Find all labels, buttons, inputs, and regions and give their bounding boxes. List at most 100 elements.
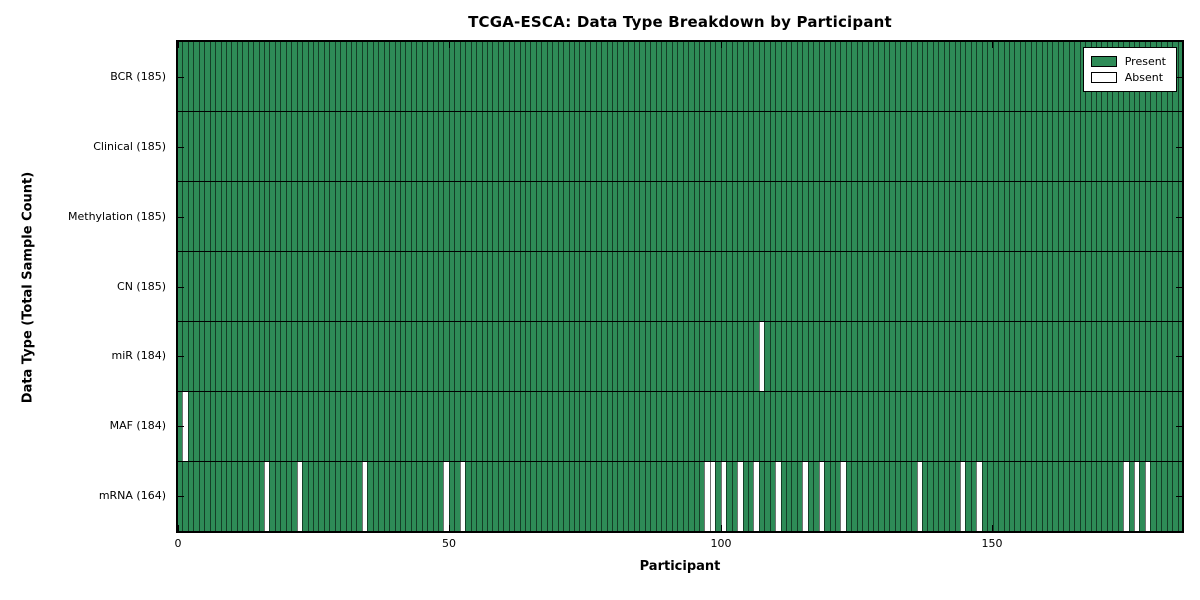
- cell-present: [1095, 322, 1102, 391]
- cell-present: [345, 392, 351, 461]
- cell-present: [764, 112, 770, 181]
- cell-present: [633, 322, 640, 391]
- cell-present: [791, 392, 797, 461]
- cell-present: [1101, 322, 1107, 391]
- cell-present: [628, 42, 634, 111]
- cell-present: [970, 462, 977, 531]
- cell-present: [927, 42, 933, 111]
- cell-present: [1025, 462, 1031, 531]
- cell-present: [340, 252, 346, 321]
- y-tick-label-CN: CN (185): [117, 280, 166, 293]
- cell-present: [193, 42, 199, 111]
- cell-present: [709, 42, 716, 111]
- cell-present: [1112, 112, 1118, 181]
- cell-present: [927, 112, 933, 181]
- matrix-row-Methylation: [178, 182, 1182, 252]
- cell-present: [862, 462, 868, 531]
- cell-present: [476, 112, 482, 181]
- cell-present: [731, 462, 738, 531]
- cell-present: [998, 42, 1004, 111]
- cell-present: [1052, 42, 1058, 111]
- cell-present: [970, 42, 977, 111]
- cell-present: [296, 252, 303, 321]
- cell-present: [829, 462, 835, 531]
- cell-present: [1057, 182, 1064, 251]
- legend-present-label: Present: [1124, 55, 1166, 68]
- cell-present: [726, 112, 732, 181]
- cell-present: [497, 392, 504, 461]
- cell-present: [650, 182, 656, 251]
- cell-present: [753, 322, 759, 391]
- cell-present: [312, 112, 319, 181]
- cell-present: [856, 392, 863, 461]
- cell-present: [514, 252, 520, 321]
- cell-present: [796, 42, 803, 111]
- cell-present: [389, 322, 395, 391]
- cell-present: [655, 42, 661, 111]
- cell-present: [960, 392, 966, 461]
- cell-present: [459, 42, 466, 111]
- cell-present: [438, 42, 444, 111]
- cell-present: [595, 112, 602, 181]
- cell-present: [970, 182, 977, 251]
- cell-present: [302, 392, 308, 461]
- cell-present: [595, 392, 602, 461]
- cell-present: [215, 392, 221, 461]
- x-tick-label: 50: [442, 537, 456, 550]
- cell-present: [1003, 252, 1009, 321]
- cell-present: [704, 182, 710, 251]
- cell-present: [372, 462, 379, 531]
- cell-present: [1063, 182, 1069, 251]
- cell-present: [1085, 322, 1091, 391]
- cell-present: [334, 462, 341, 531]
- cell-present: [992, 322, 999, 391]
- cell-absent: [840, 462, 846, 531]
- cell-present: [204, 322, 210, 391]
- cell-present: [492, 182, 498, 251]
- cell-present: [742, 462, 748, 531]
- cell-present: [1166, 392, 1173, 461]
- cell-present: [514, 392, 520, 461]
- cell-present: [862, 112, 868, 181]
- cell-present: [508, 322, 515, 391]
- cell-present: [264, 322, 270, 391]
- cell-present: [889, 252, 895, 321]
- cell-present: [622, 112, 629, 181]
- cell-present: [269, 322, 275, 391]
- cell-present: [530, 182, 536, 251]
- cell-present: [280, 112, 286, 181]
- cell-present: [351, 112, 357, 181]
- cell-present: [514, 322, 520, 391]
- cell-present: [178, 42, 183, 111]
- cell-present: [949, 42, 955, 111]
- cell-present: [514, 112, 520, 181]
- cell-present: [622, 392, 629, 461]
- cell-present: [1150, 322, 1156, 391]
- cell-present: [285, 322, 292, 391]
- cell-present: [1068, 42, 1075, 111]
- cell-present: [889, 182, 895, 251]
- cell-present: [992, 112, 999, 181]
- cell-present: [1008, 112, 1015, 181]
- cell-present: [813, 112, 819, 181]
- cell-present: [813, 42, 819, 111]
- cell-present: [492, 392, 498, 461]
- cell-present: [421, 462, 428, 531]
- cell-present: [557, 252, 564, 321]
- cell-present: [660, 182, 667, 251]
- cell-present: [481, 252, 487, 321]
- cell-present: [410, 392, 417, 461]
- cell-present: [1101, 252, 1107, 321]
- cell-present: [573, 462, 580, 531]
- cell-present: [660, 42, 667, 111]
- cell-present: [1030, 462, 1037, 531]
- cell-present: [356, 462, 362, 531]
- cell-present: [775, 392, 781, 461]
- cell-present: [525, 462, 531, 531]
- cell-present: [274, 112, 281, 181]
- cell-present: [965, 112, 971, 181]
- cell-present: [225, 112, 232, 181]
- cell-present: [699, 392, 705, 461]
- cell-present: [954, 182, 960, 251]
- cell-present: [302, 462, 308, 531]
